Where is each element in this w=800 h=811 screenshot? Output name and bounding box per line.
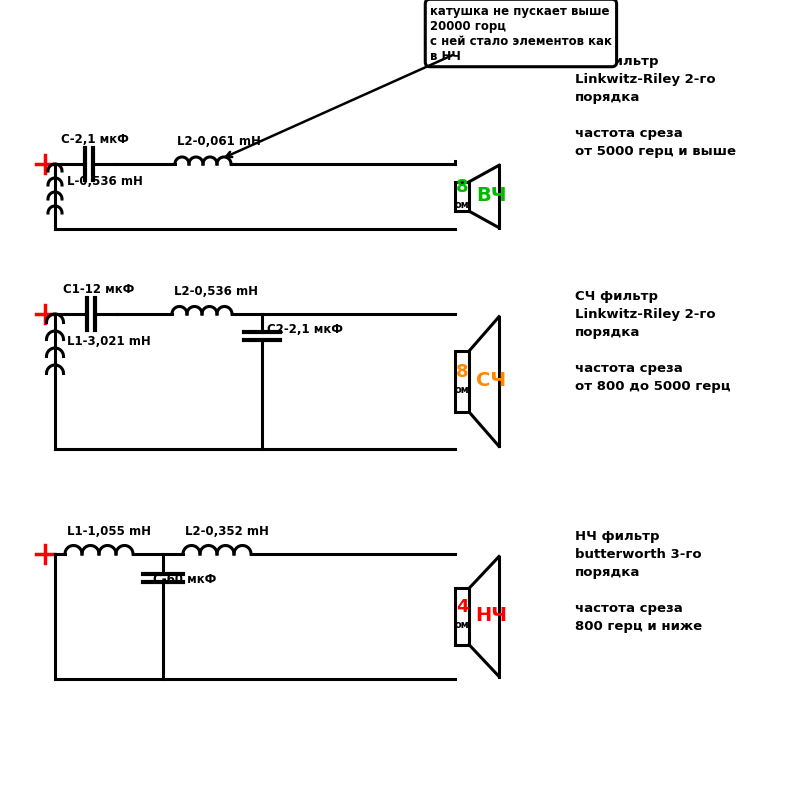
- Text: катушка не пускает выше
20000 горц
с ней стало элементов как
в НЧ: катушка не пускает выше 20000 горц с ней…: [430, 5, 612, 63]
- Text: НЧ фильтр
butterworth 3-го
порядка

частота среза
800 герц и ниже: НЧ фильтр butterworth 3-го порядка часто…: [575, 530, 702, 633]
- Text: С-60 мкФ: С-60 мкФ: [153, 573, 216, 586]
- Text: L2-0,352 mH: L2-0,352 mH: [185, 525, 269, 538]
- Text: 8: 8: [456, 178, 468, 196]
- Text: L1-3,021 mH: L1-3,021 mH: [67, 335, 150, 348]
- Bar: [455, 182, 469, 212]
- Text: ом: ом: [454, 385, 470, 395]
- Text: СЧ: СЧ: [476, 371, 506, 389]
- Text: ВЧ: ВЧ: [476, 186, 506, 204]
- Text: ом: ом: [454, 620, 470, 629]
- Bar: [455, 352, 469, 412]
- Text: СЧ фильтр
Linkwitz-Riley 2-го
порядка

частота среза
от 800 до 5000 герц: СЧ фильтр Linkwitz-Riley 2-го порядка ча…: [575, 290, 730, 393]
- Text: L2-0,536 mH: L2-0,536 mH: [174, 285, 258, 298]
- Text: ВЧ фильтр
Linkwitz-Riley 2-го
порядка

частота среза
от 5000 герц и выше: ВЧ фильтр Linkwitz-Riley 2-го порядка ча…: [575, 55, 736, 158]
- Text: L1-1,055 mH: L1-1,055 mH: [67, 525, 151, 538]
- Text: 8: 8: [456, 363, 468, 381]
- Text: 4: 4: [456, 598, 468, 616]
- Text: ом: ом: [454, 200, 470, 210]
- Text: С1-12 мкФ: С1-12 мкФ: [63, 283, 134, 296]
- Text: НЧ: НЧ: [475, 605, 507, 624]
- Text: L-0,536 mH: L-0,536 mH: [67, 175, 143, 188]
- Text: L2-0,061 mH: L2-0,061 mH: [177, 135, 261, 148]
- Bar: [455, 589, 469, 645]
- Text: С-2,1 мкФ: С-2,1 мкФ: [61, 133, 129, 146]
- Text: С2-2,1 мкФ: С2-2,1 мкФ: [267, 323, 343, 336]
